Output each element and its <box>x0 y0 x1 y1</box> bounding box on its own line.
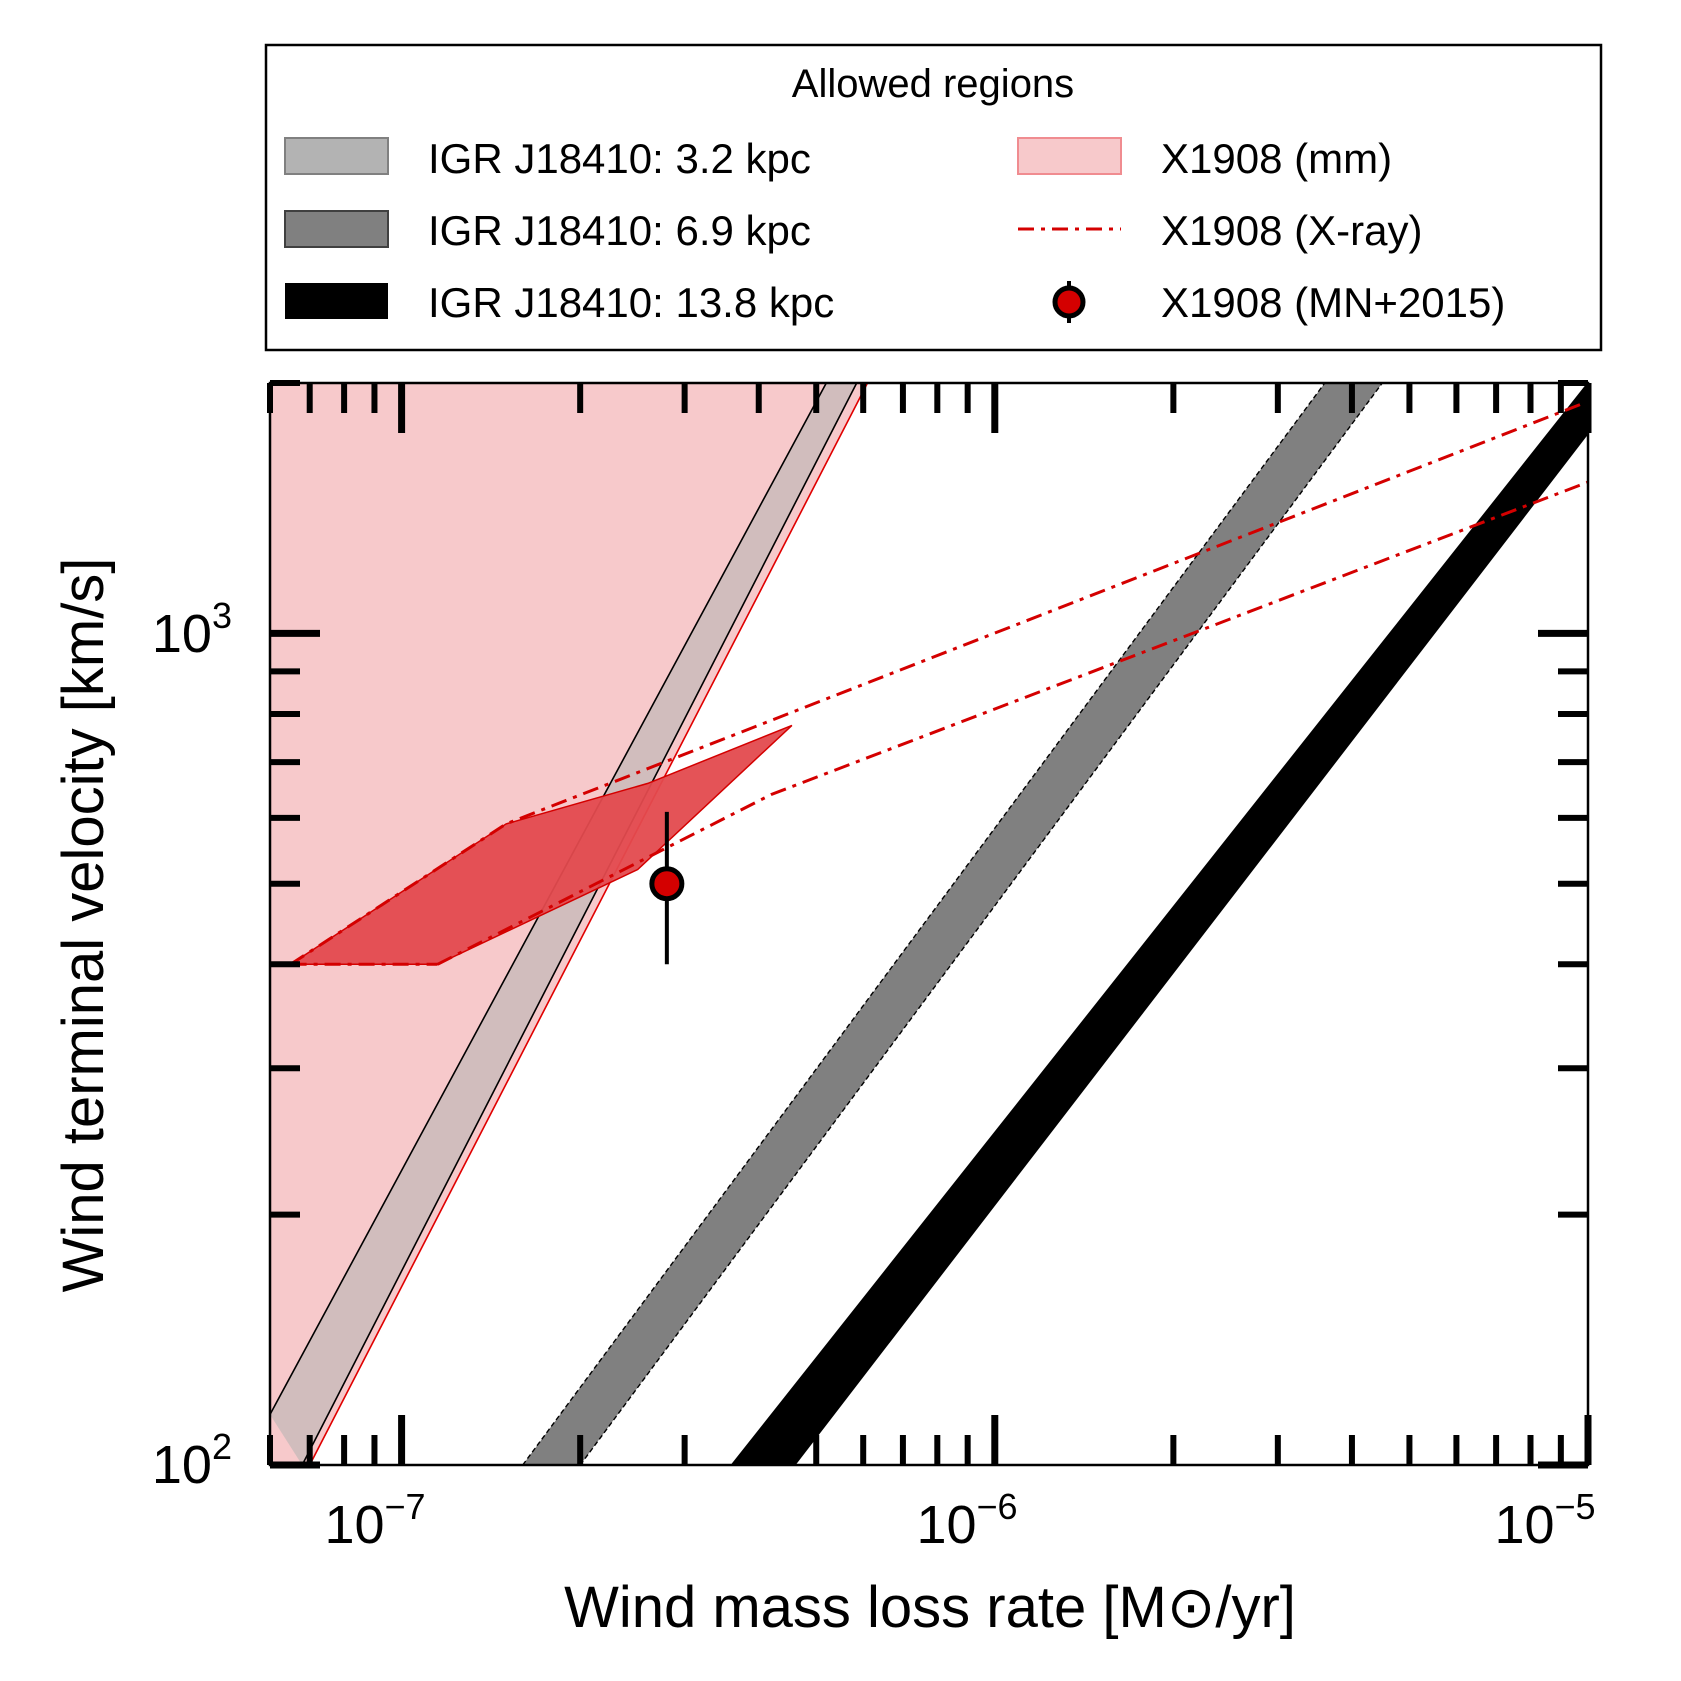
x-tick-label-1e-6: 10−6 <box>916 1486 1017 1555</box>
igr-3-2-kpc-band <box>270 383 857 1465</box>
y-tick-label-1000-exp: 3 <box>212 595 232 636</box>
y-tick-label-100-base: 10 <box>152 1435 212 1495</box>
plot-area <box>270 383 1588 1465</box>
y-tick-label-1000: 103 <box>152 595 232 664</box>
legend-label-x1908-xray: X1908 (X-ray) <box>1161 207 1422 254</box>
plot-frame <box>268 381 1590 1467</box>
legend-swatch-6-9-kpc <box>284 210 389 248</box>
x-tick-label-1e-7-base: 10 <box>324 1495 384 1555</box>
y-tick-labels: 102 103 <box>152 595 232 1495</box>
igr-6-9-kpc-band <box>522 383 1383 1465</box>
legend: Allowed regions IGR J18410: 3.2 kpc IGR … <box>264 43 1603 352</box>
x1908-mm-edge <box>308 383 869 1465</box>
x1908-xray-line-1 <box>289 400 1588 966</box>
y-axis-title: Wind terminal velocity [km/s] <box>51 558 116 1293</box>
legend-label-x1908-mm: X1908 (mm) <box>1161 135 1392 182</box>
x1908-mn2015-marker <box>649 866 685 902</box>
igr-6-9-kpc-lower-edge <box>579 383 1383 1465</box>
y-tick-label-100-exp: 2 <box>212 1426 232 1467</box>
igr-3-2-kpc-lower-edge <box>301 383 858 1465</box>
legend-label-x1908-mn2015: X1908 (MN+2015) <box>1161 279 1505 326</box>
legend-frame <box>264 43 1603 352</box>
x-axis-title: Wind mass loss rate [M⊙/yr] <box>564 1575 1296 1640</box>
legend-swatch-3-2-kpc <box>284 137 389 175</box>
legend-marker-x1908-mn2015 <box>1052 285 1086 319</box>
legend-swatch-x1908-mm <box>1017 137 1122 175</box>
x-tick-labels: 10−7 10−6 10−5 <box>324 1486 1595 1555</box>
igr-6-9-kpc-upper-edge <box>522 383 1326 1465</box>
legend-label-13-8-kpc: IGR J18410: 13.8 kpc <box>428 279 834 326</box>
igr-13-8-kpc-lower-edge <box>794 432 1588 1465</box>
y-tick-label-1000-base: 10 <box>152 604 212 664</box>
y-tick-label-100: 102 <box>152 1426 232 1495</box>
axis-ticks <box>267 380 1592 1469</box>
legend-label-6-9-kpc: IGR J18410: 6.9 kpc <box>428 207 811 254</box>
x-tick-label-1e-6-exp: −6 <box>977 1486 1018 1527</box>
legend-label-3-2-kpc: IGR J18410: 3.2 kpc <box>428 135 811 182</box>
x-tick-label-1e-5: 10−5 <box>1494 1486 1595 1555</box>
x-tick-label-1e-5-base: 10 <box>1494 1495 1554 1555</box>
igr-13-8-kpc-upper-edge <box>731 383 1588 1465</box>
x-tick-label-1e-7-exp: −7 <box>385 1486 426 1527</box>
x-tick-label-1e-7: 10−7 <box>324 1486 425 1555</box>
legend-title: Allowed regions <box>792 62 1074 106</box>
x1908-xray-line-2 <box>436 480 1588 966</box>
x-tick-label-1e-6-base: 10 <box>916 1495 976 1555</box>
x-tick-label-1e-5-exp: −5 <box>1555 1486 1596 1527</box>
legend-swatch-13-8-kpc <box>285 283 388 319</box>
